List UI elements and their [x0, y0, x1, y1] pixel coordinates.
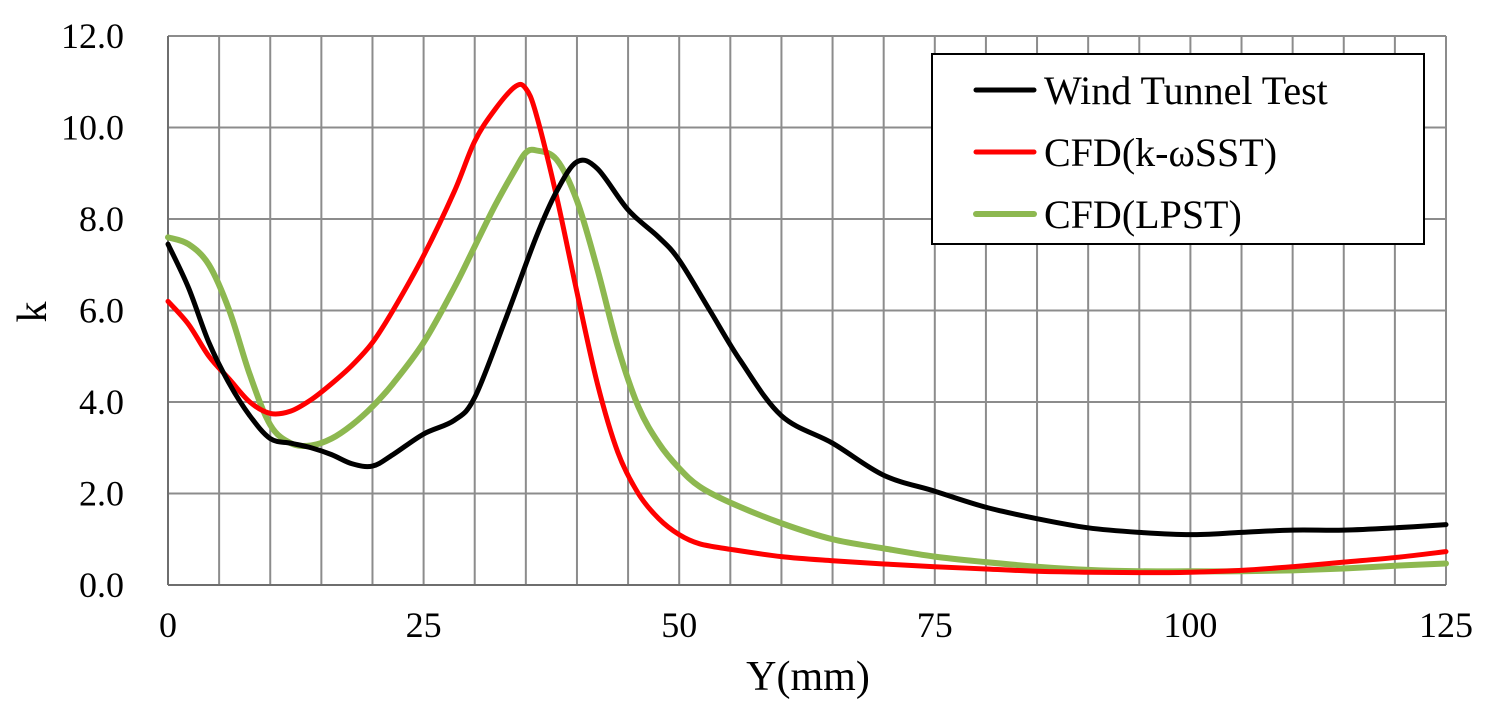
y-axis-title: k: [10, 302, 56, 323]
y-tick-label: 2.0: [79, 474, 124, 514]
chart-legend: Wind Tunnel Test CFD(k-ωSST) CFD(LPST): [931, 53, 1425, 245]
y-tick-label: 4.0: [79, 382, 124, 422]
chart-series-group: [165, 81, 1449, 576]
legend-label-cfd-lpst: CFD(LPST): [1044, 192, 1242, 237]
y-tick-label: 10.0: [61, 108, 124, 148]
y-tick-label: 6.0: [79, 291, 124, 331]
chart-tick-labels: 0.0 2.0 4.0 6.0 8.0 10.0 12.0 0 25 50 75 100 125: [61, 16, 1473, 645]
chart-gridlines: [167, 35, 1447, 586]
series-line-wind-tunnel-test: [165, 157, 1449, 538]
series-line-cfd-k-omega-sst: [165, 81, 1449, 576]
y-tick-label: 12.0: [61, 16, 124, 56]
x-tick-label: 125: [1419, 605, 1473, 645]
y-tick-label: 0.0: [79, 565, 124, 605]
x-tick-label: 0: [159, 605, 177, 645]
x-axis-title: Y(mm): [746, 654, 870, 700]
legend-label-wind-tunnel-test: Wind Tunnel Test: [1044, 68, 1328, 113]
x-tick-label: 50: [661, 605, 697, 645]
legend-label-cfd-k-omega-sst: CFD(k-ωSST): [1044, 130, 1277, 175]
x-tick-label: 25: [406, 605, 442, 645]
y-tick-label: 8.0: [79, 199, 124, 239]
x-tick-label: 100: [1163, 605, 1217, 645]
x-tick-label: 75: [917, 605, 953, 645]
chart-axes: [167, 36, 1446, 586]
